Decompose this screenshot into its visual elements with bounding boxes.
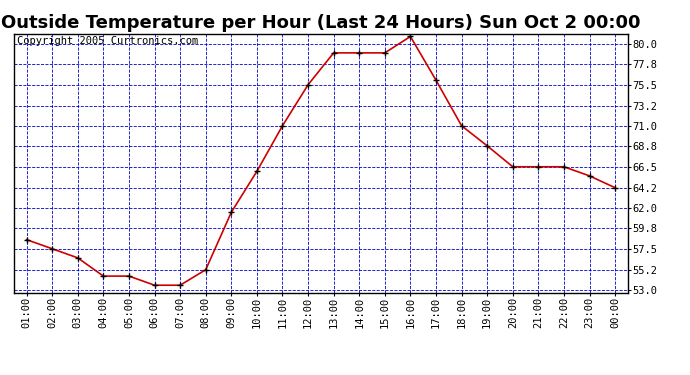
Title: Outside Temperature per Hour (Last 24 Hours) Sun Oct 2 00:00: Outside Temperature per Hour (Last 24 Ho…: [1, 14, 640, 32]
Text: Copyright 2005 Curtronics.com: Copyright 2005 Curtronics.com: [17, 36, 198, 46]
